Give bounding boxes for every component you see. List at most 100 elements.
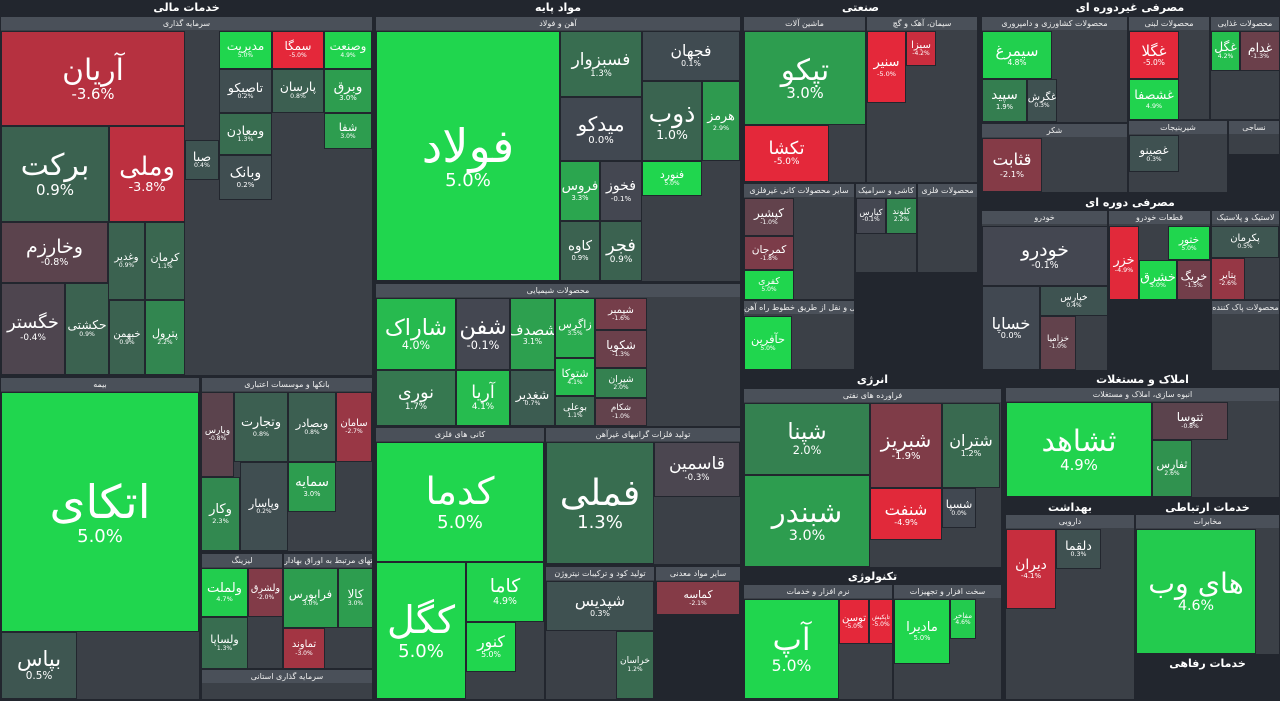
stock-name: شصدف xyxy=(510,320,555,339)
stock-change: 1.3% xyxy=(590,67,612,78)
group-title: انبوه سازی، املاک و مستغلات xyxy=(1006,388,1279,401)
stock-name: دلقما xyxy=(1065,537,1092,553)
stock-change: -0.8% xyxy=(40,256,69,268)
stock-change: -0.1% xyxy=(610,193,632,203)
stock-change: 0.8% xyxy=(252,429,270,438)
stock-change: -1.5% xyxy=(1185,281,1203,289)
stock-change: 0.3% xyxy=(590,609,610,619)
stock-tile: مفاخر 4.6% xyxy=(950,599,976,639)
group-title: محصولات غذایی xyxy=(1211,17,1279,30)
stock-tile: حکشتی 0.9% xyxy=(65,283,109,375)
stock-tile: شغدیر 0.7% xyxy=(510,370,555,426)
stock-change: 0.0% xyxy=(951,509,967,517)
stock-tile: های وب 4.6% xyxy=(1136,529,1256,654)
stock-name: هرمز xyxy=(707,109,735,125)
stock-name: شاراک xyxy=(384,314,448,341)
group-title: کاشی و سرامیک xyxy=(856,184,916,197)
stock-tile: کپشیر -1.0% xyxy=(744,198,794,236)
stock-tile: شصدف 3.1% xyxy=(510,298,555,370)
stock-change: 0.4% xyxy=(194,162,210,170)
stock-name: ختور xyxy=(1178,232,1200,246)
stock-name: پترول xyxy=(151,327,178,341)
stock-name: سمایه xyxy=(295,475,329,490)
stock-change: 3.0% xyxy=(340,132,356,140)
stock-tile: ولساپا 1.3% xyxy=(201,617,248,669)
stock-change: 2.2% xyxy=(893,216,910,224)
stock-name: شفا xyxy=(338,120,358,134)
stock-change: 0.5% xyxy=(25,670,53,683)
stock-tile: شاراک 4.0% xyxy=(376,298,456,370)
stock-name: کمرجان xyxy=(751,242,787,256)
stock-change: -5.0% xyxy=(1143,58,1165,68)
stock-tile: شفا 3.0% xyxy=(324,113,372,149)
stock-tile: کپارس -0.1% xyxy=(856,198,886,234)
stock-tile: سیمرغ 4.8% xyxy=(982,31,1052,79)
stock-change: 0.8% xyxy=(304,428,320,436)
stock-name: میدکو xyxy=(577,111,625,136)
stock-change: 5.0% xyxy=(398,640,444,662)
stock-tile: غگل 4.2% xyxy=(1211,31,1240,71)
stock-change: -0.3% xyxy=(684,473,710,484)
stock-tile: کاما 4.9% xyxy=(466,562,544,622)
stock-name: شغدیر xyxy=(515,386,550,402)
group-title: سرمایه گذاری استانی xyxy=(202,670,372,683)
stock-tile: مادیرا 5.0% xyxy=(894,599,950,664)
stock-change: -0.1% xyxy=(862,216,880,224)
stock-tile: نوری 1.7% xyxy=(376,370,456,426)
stock-change: 0.3% xyxy=(1146,155,1162,163)
group-title: لاستیک و پلاستیک xyxy=(1212,211,1279,224)
stock-tile: کرمان 1.1% xyxy=(145,222,185,300)
stock-name: ولساپا xyxy=(210,632,239,646)
stock-tile: شپمبر -1.6% xyxy=(595,298,647,330)
stock-tile: شبندر 3.0% xyxy=(744,475,870,567)
stock-tile: ولشرق -2.0% xyxy=(248,568,283,617)
stock-name: صبا xyxy=(192,148,212,164)
stock-name: تاپکیش xyxy=(872,613,890,621)
stock-name: مدیریت xyxy=(226,39,265,54)
stock-name: کلوند xyxy=(892,206,911,217)
stock-tile: وملی -3.8% xyxy=(109,126,185,222)
stock-name: شبریز xyxy=(880,428,932,452)
stock-change: -3.6% xyxy=(71,85,115,103)
sector-title: خدمات مالی xyxy=(153,1,220,14)
stock-name: کماسه xyxy=(683,587,713,601)
stock-tile: شکویا -1.3% xyxy=(595,330,647,368)
stock-change: 0.3% xyxy=(1034,101,1050,109)
stock-change: -1.6% xyxy=(612,315,630,323)
stock-tile: صبا 0.4% xyxy=(185,140,219,180)
stock-name: تماوند xyxy=(291,638,317,650)
stock-name: شفن xyxy=(459,314,507,341)
stock-name: غگرش xyxy=(1027,91,1057,103)
stock-name: قثابت xyxy=(992,150,1032,170)
stock-change: 3.0% xyxy=(788,527,826,544)
group-title: فراورده های نفتی xyxy=(744,389,1001,402)
stock-change: 0.2% xyxy=(236,180,255,190)
stock-name: شکام xyxy=(610,402,632,413)
stock-name: وبرق xyxy=(333,78,363,95)
stock-name: زاگرس xyxy=(558,317,592,331)
stock-change: 0.1% xyxy=(681,59,701,69)
stock-tile: خریگ -1.5% xyxy=(1177,260,1211,300)
stock-name: شنفت xyxy=(884,499,928,519)
stock-change: 4.1% xyxy=(471,401,495,412)
stock-change: -1.0% xyxy=(760,219,778,227)
stock-change: -3.8% xyxy=(128,180,166,196)
group-title: تولید کود و ترکیبات نیتروژن xyxy=(546,567,654,580)
stock-tile: سمگا -5.0% xyxy=(272,31,324,69)
stock-name: ولشرق xyxy=(250,582,281,594)
stock-tile: وبصادر 0.8% xyxy=(288,392,336,462)
stock-name: خگستر xyxy=(7,313,59,334)
stock-change: -3.0% xyxy=(295,649,313,657)
stock-change: 3.5% xyxy=(567,329,583,337)
stock-tile: دیران -4.1% xyxy=(1006,529,1056,609)
stock-name: خزامیا xyxy=(1046,334,1070,345)
stock-tile: میدکو 0.0% xyxy=(560,97,642,161)
stock-tile: برکت 0.9% xyxy=(1,126,109,222)
stock-name: وپارس xyxy=(204,425,231,437)
stock-change: 4.6% xyxy=(955,618,971,626)
stock-name: ثفارس xyxy=(1156,458,1188,472)
stock-change: 5.0% xyxy=(481,650,501,660)
stock-tile: کمرجان -1.8% xyxy=(744,236,794,270)
stock-name: سیزا xyxy=(911,39,931,51)
stock-tile: کدما 5.0% xyxy=(376,442,544,562)
